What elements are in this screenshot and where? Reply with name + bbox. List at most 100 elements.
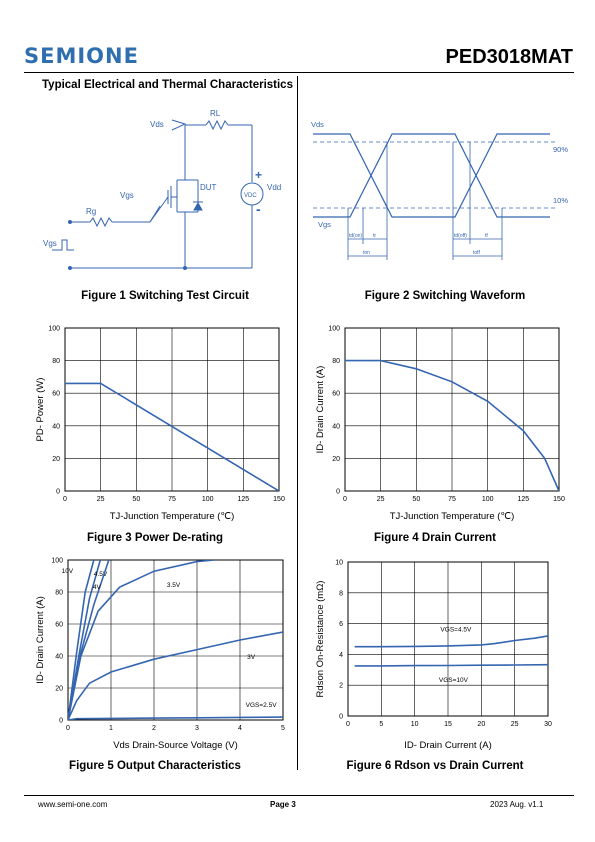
label-vdc: VDC bbox=[244, 193, 257, 199]
y-tick-label: 0 bbox=[336, 489, 340, 496]
footer-rule bbox=[24, 795, 574, 796]
series-label: 3.5V bbox=[167, 582, 181, 589]
x-tick-label: 0 bbox=[63, 496, 67, 503]
x-tick-label: 50 bbox=[132, 496, 140, 503]
x-axis-label: TJ-Junction Temperature (℃) bbox=[110, 511, 235, 522]
footer-date-version: 2023 Aug. v1.1 bbox=[490, 800, 544, 809]
series-line bbox=[354, 663, 548, 667]
x-tick-label: 25 bbox=[511, 721, 519, 728]
series-line bbox=[354, 635, 548, 648]
x-tick-label: 25 bbox=[97, 496, 105, 503]
switching-waveform: Vds Vgs 90% 10% td(on) tr ton td(off) tf… bbox=[311, 120, 568, 260]
y-tick-label: 0 bbox=[339, 714, 343, 721]
series-line bbox=[68, 631, 283, 720]
label-dut: DUT bbox=[200, 183, 217, 192]
y-tick-label: 2 bbox=[339, 683, 343, 690]
wave-label-tf: tf bbox=[485, 233, 488, 239]
fig1-caption: Figure 1 Switching Test Circuit bbox=[81, 290, 249, 302]
series-line bbox=[65, 382, 279, 491]
label-plus: + bbox=[255, 168, 262, 182]
x-tick-label: 75 bbox=[448, 496, 456, 503]
label-vdd: Vdd bbox=[267, 183, 281, 192]
fig3-caption: Figure 3 Power De-rating bbox=[86, 532, 224, 544]
x-tick-label: 0 bbox=[343, 496, 347, 503]
y-tick-label: 20 bbox=[332, 456, 340, 463]
wave-label-toff: toff bbox=[473, 250, 480, 256]
y-tick-label: 80 bbox=[55, 590, 63, 597]
y-axis-label: ID- Drain Current (A) bbox=[315, 366, 326, 454]
source-node bbox=[183, 266, 187, 270]
x-tick-label: 0 bbox=[346, 721, 350, 728]
body-diode bbox=[193, 201, 203, 211]
series-label: VGS=2.5V bbox=[246, 702, 278, 709]
label-minus: - bbox=[256, 201, 261, 217]
wave-label-tr: tr bbox=[373, 233, 376, 239]
y-tick-label: 60 bbox=[52, 391, 60, 398]
label-rl: RL bbox=[210, 109, 221, 118]
company-logo: SEMIONE bbox=[24, 44, 139, 68]
wave-label-10: 10% bbox=[553, 196, 568, 205]
rl-resistor bbox=[205, 119, 229, 131]
ground-node bbox=[68, 266, 72, 270]
x-tick-label: 75 bbox=[168, 496, 176, 503]
x-axis-label: TJ-Junction Temperature (℃) bbox=[390, 511, 515, 522]
vds-arrow bbox=[171, 119, 187, 131]
switching-test-circuit: Vds RL Vgs Rg DUT VDC Vdd Vgs + - bbox=[43, 109, 281, 270]
x-tick-label: 5 bbox=[281, 725, 285, 732]
vgs-waveform bbox=[313, 133, 550, 218]
x-tick-label: 3 bbox=[195, 725, 199, 732]
footer-website[interactable]: www.semi-one.com bbox=[38, 800, 108, 809]
part-number: PED3018MAT bbox=[445, 46, 573, 68]
y-tick-label: 0 bbox=[59, 718, 63, 725]
x-tick-label: 50 bbox=[412, 496, 420, 503]
series-line bbox=[68, 560, 110, 720]
x-tick-label: 4 bbox=[238, 725, 242, 732]
x-tick-label: 1 bbox=[109, 725, 113, 732]
wave-label-90: 90% bbox=[553, 145, 568, 154]
y-axis-label: Rdson On-Resistance (mΩ) bbox=[315, 581, 326, 698]
y-tick-label: 100 bbox=[328, 326, 340, 333]
y-tick-label: 60 bbox=[55, 622, 63, 629]
vds-waveform bbox=[313, 133, 550, 218]
y-tick-label: 100 bbox=[51, 558, 63, 565]
y-tick-label: 60 bbox=[332, 391, 340, 398]
series-label: 3V bbox=[247, 654, 256, 661]
x-tick-label: 100 bbox=[202, 496, 214, 503]
x-tick-label: 5 bbox=[379, 721, 383, 728]
wave-label-vgs: Vgs bbox=[318, 220, 331, 229]
footer-page: Page 3 bbox=[270, 800, 296, 809]
x-tick-label: 125 bbox=[517, 496, 529, 503]
x-tick-label: 30 bbox=[544, 721, 552, 728]
plot-frame bbox=[64, 327, 280, 492]
y-axis-label: ID- Drain Current (A) bbox=[35, 596, 46, 684]
series-label: 4V bbox=[93, 584, 102, 591]
series-label: VGS=4.5V bbox=[440, 626, 472, 633]
x-tick-label: 2 bbox=[152, 725, 156, 732]
y-tick-label: 40 bbox=[332, 423, 340, 430]
x-tick-label: 125 bbox=[237, 496, 249, 503]
wave-label-ton: ton bbox=[363, 250, 370, 256]
wave-label-tdon: td(on) bbox=[349, 233, 362, 239]
y-tick-label: 80 bbox=[52, 358, 60, 365]
y-tick-label: 40 bbox=[52, 423, 60, 430]
label-vgs: Vgs bbox=[120, 191, 134, 200]
x-tick-label: 15 bbox=[444, 721, 452, 728]
wave-label-tdoff: td(off) bbox=[454, 233, 467, 239]
y-tick-label: 40 bbox=[55, 654, 63, 661]
gate-node bbox=[68, 220, 72, 224]
fig5-caption: Figure 5 Output Characteristics bbox=[69, 760, 241, 772]
rg-resistor bbox=[89, 216, 113, 228]
series-line bbox=[68, 716, 283, 720]
label-vds: Vds bbox=[150, 120, 164, 129]
label-vgs-source: Vgs bbox=[43, 239, 57, 248]
fig2-caption: Figure 2 Switching Waveform bbox=[364, 290, 526, 302]
series-line bbox=[68, 560, 215, 720]
y-tick-label: 6 bbox=[339, 621, 343, 628]
x-tick-label: 20 bbox=[477, 721, 485, 728]
x-tick-label: 150 bbox=[273, 496, 285, 503]
fig6-caption: Figure 6 Rdson vs Drain Current bbox=[346, 760, 524, 772]
rdson-chart: 0 5 10 15 20 25 30 0 2 4 6 8 10 ID- Drain Current (A)… bbox=[315, 560, 552, 752]
series-label: VGS=10V bbox=[439, 677, 469, 684]
y-axis-label: PD- Power (W) bbox=[35, 378, 46, 442]
wave-label-vds: Vds bbox=[311, 120, 324, 129]
